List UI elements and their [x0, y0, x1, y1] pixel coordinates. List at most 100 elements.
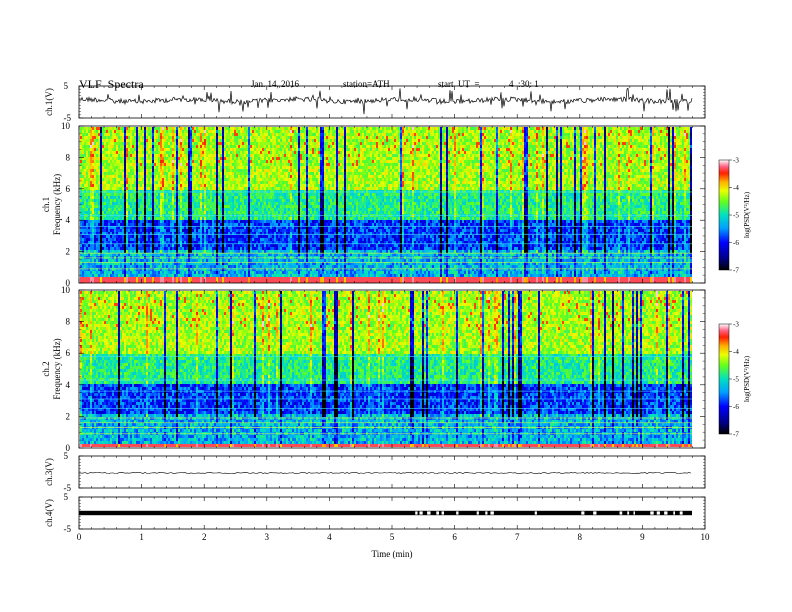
spectrogram-cell	[170, 253, 172, 256]
spectrogram-cell	[200, 253, 202, 256]
spectrogram-cell	[120, 259, 122, 262]
spectrogram-cell	[122, 157, 124, 160]
spectrogram-cell	[256, 208, 258, 211]
spectrogram-cell	[248, 142, 250, 145]
spectrogram-cell	[148, 142, 150, 145]
spectrogram-cell	[92, 181, 94, 184]
spectrogram-cell	[160, 229, 162, 232]
spectrogram-cell	[102, 199, 104, 202]
spectrogram-cell	[80, 235, 82, 238]
spectrogram-cell	[92, 262, 94, 265]
spectrogram-cell	[128, 262, 130, 265]
spectrogram-cell	[206, 163, 208, 166]
spectrogram-cell	[244, 130, 246, 133]
spectrogram-cell	[82, 184, 84, 187]
spectrogram-cell	[244, 208, 246, 211]
spectrogram-cell	[112, 280, 114, 283]
spectrogram-cell	[244, 268, 246, 271]
spectrogram-cell	[150, 223, 152, 226]
spectrogram-cell	[188, 253, 190, 256]
spectrogram-cell	[142, 232, 144, 235]
spectrogram-cell	[218, 163, 220, 166]
spectrogram-cell	[182, 178, 184, 181]
spectrogram-cell	[240, 163, 242, 166]
spectrogram-cell	[222, 247, 224, 250]
spectrogram-cell	[126, 280, 128, 283]
spectrogram-cell	[94, 262, 96, 265]
spectrogram-cell	[214, 130, 216, 133]
spectrogram-cell	[186, 220, 188, 223]
spectrogram-cell	[94, 175, 96, 178]
spectrogram-cell	[140, 226, 142, 229]
spectrogram-cell	[232, 178, 234, 181]
spectrogram-cell	[126, 244, 128, 247]
spectrogram-cell	[140, 196, 142, 199]
spectrogram-cell	[202, 196, 204, 199]
spectrogram-cell	[242, 244, 244, 247]
spectrogram-cell	[136, 133, 138, 136]
spectrogram-cell	[138, 154, 140, 157]
spectrogram-cell	[150, 175, 152, 178]
spectrogram-cell	[158, 163, 160, 166]
spectrogram-cell	[98, 250, 100, 253]
spectrogram-cell	[256, 154, 258, 157]
spectrogram-cell	[172, 205, 174, 208]
spectrogram-cell	[230, 160, 232, 163]
spectrogram-cell	[142, 130, 144, 133]
spectrogram-cell	[242, 142, 244, 145]
spectrogram-cell	[128, 142, 130, 145]
spectrogram-cell	[82, 277, 84, 280]
spectrogram-cell	[206, 205, 208, 208]
spectrogram-cell	[228, 274, 230, 277]
spectrogram-cell	[84, 160, 86, 163]
spectrogram-cell	[90, 223, 92, 226]
spectrogram-cell	[146, 190, 148, 193]
spectrogram-cell	[158, 142, 160, 145]
spectrogram-cell	[204, 226, 206, 229]
spectrogram-cell	[174, 142, 176, 145]
spectrogram-cell	[150, 199, 152, 202]
spectrogram-cell	[206, 154, 208, 157]
spectrogram-cell	[126, 127, 128, 130]
spectrogram-cell	[100, 268, 102, 271]
spectrogram-cell	[174, 259, 176, 262]
spectrogram-cell	[188, 157, 190, 160]
spectrogram-cell	[122, 190, 124, 193]
spectrogram-cell	[176, 253, 178, 256]
spectrogram-cell	[118, 262, 120, 265]
spectrogram-cell	[172, 211, 174, 214]
spectrogram-cell	[102, 142, 104, 145]
spectrogram-cell	[156, 220, 158, 223]
spectrogram-cell	[264, 277, 266, 280]
spectrogram-cell	[158, 130, 160, 133]
spectrogram-cell	[84, 265, 86, 268]
spectrogram-cell	[96, 181, 98, 184]
spectrogram-cell	[234, 274, 236, 277]
spectrogram-cell	[264, 241, 266, 244]
spectrogram-cell	[152, 193, 154, 196]
spectrogram-cell	[94, 178, 96, 181]
spectrogram-cell	[226, 220, 228, 223]
spectrogram-cell	[184, 244, 186, 247]
spectrogram-cell	[100, 223, 102, 226]
spectrogram-cell	[146, 235, 148, 238]
spectrogram-cell	[260, 277, 262, 280]
spectrogram-cell	[260, 142, 262, 145]
spectrogram-cell	[126, 217, 128, 220]
spectrogram-cell	[206, 172, 208, 175]
spectrogram-cell	[84, 142, 86, 145]
spectrogram-cell	[148, 127, 150, 130]
spectrogram-cell	[186, 187, 188, 190]
spectrogram-cell	[226, 145, 228, 148]
spectrogram-cell	[242, 172, 244, 175]
spectrogram-cell	[118, 202, 120, 205]
spectrogram-cell	[208, 187, 210, 190]
spectrogram-cell	[228, 220, 230, 223]
spectrogram-cell	[94, 166, 96, 169]
spectrogram-cell	[260, 196, 262, 199]
spectrogram-cell	[152, 250, 154, 253]
spectrogram-cell	[218, 142, 220, 145]
spectrogram-cell	[262, 235, 264, 238]
spectrogram-cell	[192, 181, 194, 184]
spectrogram-cell	[162, 199, 164, 202]
